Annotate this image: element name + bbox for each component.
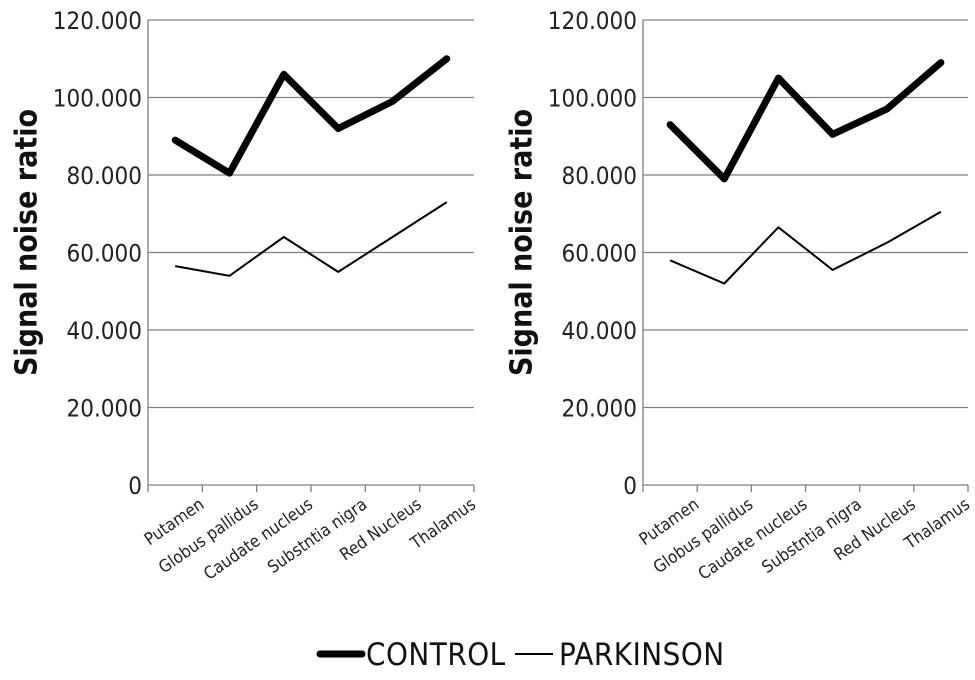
- y-tick-label: 20.000: [66, 395, 142, 423]
- legend-label-control: CONTROL: [366, 637, 506, 673]
- legend-item-parkinson: PARKINSON: [515, 637, 725, 673]
- y-tick-label: 20.000: [561, 395, 637, 423]
- series-line-parkinson: [175, 201, 448, 277]
- y-tick-label: 80.000: [561, 162, 637, 190]
- y-axis-label: Signal noise ratio: [505, 109, 540, 376]
- y-tick-label: 80.000: [66, 162, 142, 190]
- y-tick-label: 120.000: [548, 7, 637, 35]
- y-tick-label: 0: [128, 472, 142, 500]
- legend-item-control: CONTROL: [316, 637, 506, 673]
- y-tick-label: 60.000: [66, 240, 142, 268]
- series-line-control: [666, 59, 945, 183]
- legend-label-parkinson: PARKINSON: [559, 637, 725, 673]
- y-tick-label: 40.000: [561, 317, 637, 345]
- y-tick-label: 60.000: [561, 240, 637, 268]
- chart-left: 020.00040.00060.00080.000100.000120.000P…: [10, 7, 480, 584]
- chart-right: 020.00040.00060.00080.000100.000120.000P…: [505, 7, 974, 584]
- y-tick-label: 0: [623, 472, 637, 500]
- y-tick-label: 40.000: [66, 317, 142, 345]
- y-axis-label: Signal noise ratio: [10, 109, 45, 376]
- y-tick-label: 100.000: [548, 85, 637, 113]
- y-tick-label: 120.000: [53, 7, 142, 35]
- series-line-parkinson: [669, 210, 942, 285]
- legend: CONTROL PARKINSON: [316, 637, 725, 673]
- y-tick-label: 100.000: [53, 85, 142, 113]
- series-line-control: [171, 55, 451, 177]
